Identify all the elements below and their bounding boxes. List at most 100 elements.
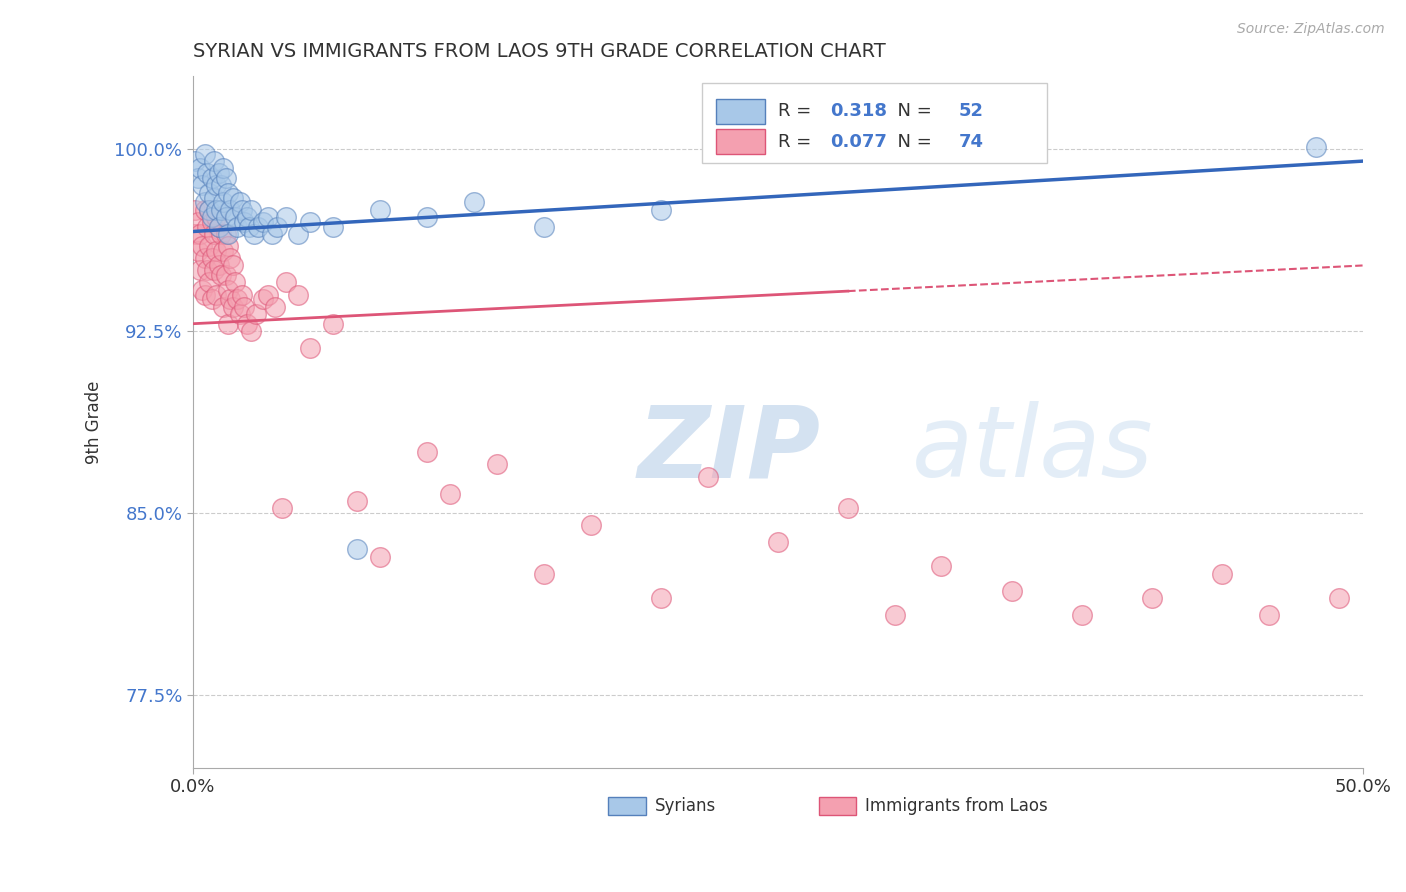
Point (463, 195, 485, 210)
Text: ZIP: ZIP (637, 401, 820, 498)
Point (191, 178, 214, 193)
Bar (716, 129, 765, 154)
Point (191, 239, 214, 253)
Point (198, 186, 221, 200)
Point (205, 244, 228, 258)
Point (207, 166, 229, 180)
Text: 74: 74 (959, 133, 984, 151)
Point (226, 219, 249, 234)
Point (188, 161, 211, 176)
Point (219, 293, 242, 307)
Point (579, 518, 602, 533)
Point (439, 486, 461, 500)
Point (368, 549, 391, 564)
Point (198, 276, 221, 290)
Point (209, 202, 232, 217)
Point (184, 227, 207, 241)
Point (931, 559, 953, 574)
Point (184, 202, 207, 217)
Bar (716, 99, 765, 124)
Point (219, 202, 242, 217)
Point (186, 244, 208, 258)
Point (207, 219, 229, 234)
Point (262, 227, 284, 241)
Point (200, 171, 222, 186)
Point (221, 259, 243, 273)
Point (298, 341, 321, 355)
Point (233, 215, 256, 229)
Point (650, 591, 672, 605)
Point (298, 215, 321, 229)
Point (217, 239, 239, 253)
Point (202, 154, 225, 169)
Point (193, 251, 215, 265)
Point (217, 186, 239, 200)
Point (224, 276, 246, 290)
Point (193, 202, 215, 217)
Point (650, 202, 672, 217)
Point (205, 287, 228, 301)
Point (263, 300, 285, 314)
Text: 52: 52 (959, 103, 984, 120)
Point (1001, 583, 1024, 598)
Point (191, 283, 214, 297)
Point (1140, 591, 1163, 605)
Point (368, 202, 391, 217)
Point (242, 227, 264, 241)
Bar (702, 83, 1046, 162)
Point (276, 276, 298, 290)
Point (1070, 607, 1092, 622)
Point (205, 210, 228, 224)
Point (228, 307, 250, 321)
Point (256, 287, 278, 301)
Point (219, 251, 242, 265)
Point (287, 287, 309, 301)
Point (266, 219, 288, 234)
Point (195, 219, 218, 234)
Text: 0.318: 0.318 (831, 103, 887, 120)
Point (231, 202, 253, 217)
Point (1305, 139, 1327, 153)
Point (240, 324, 263, 338)
Point (188, 227, 211, 241)
Point (485, 458, 508, 472)
Point (195, 166, 218, 180)
Text: Syrians: Syrians (655, 797, 716, 814)
Point (200, 293, 222, 307)
Point (214, 210, 236, 224)
Point (837, 501, 859, 516)
Point (202, 190, 225, 204)
Point (276, 210, 298, 224)
Point (198, 239, 221, 253)
Point (346, 542, 368, 557)
Point (214, 268, 236, 283)
Text: Immigrants from Laos: Immigrants from Laos (866, 797, 1049, 814)
Point (235, 317, 257, 331)
Point (193, 287, 215, 301)
Point (202, 263, 225, 277)
Point (322, 317, 344, 331)
Point (217, 227, 239, 241)
Point (883, 607, 905, 622)
Bar (818, 797, 856, 814)
Point (287, 227, 309, 241)
Point (221, 300, 243, 314)
Point (416, 210, 439, 224)
Text: N =: N = (886, 133, 938, 151)
Point (233, 300, 256, 314)
Point (231, 287, 253, 301)
Point (198, 202, 221, 217)
Text: 0.077: 0.077 (831, 133, 887, 151)
Point (235, 210, 257, 224)
Point (207, 259, 229, 273)
Point (270, 501, 292, 516)
Y-axis label: 9th Grade: 9th Grade (86, 380, 103, 464)
Text: SYRIAN VS IMMIGRANTS FROM LAOS 9TH GRADE CORRELATION CHART: SYRIAN VS IMMIGRANTS FROM LAOS 9TH GRADE… (193, 42, 886, 61)
Bar (607, 797, 645, 814)
Text: atlas: atlas (912, 401, 1154, 498)
Point (322, 219, 344, 234)
Point (240, 202, 263, 217)
Point (200, 251, 222, 265)
Point (228, 195, 250, 210)
Point (184, 154, 207, 169)
